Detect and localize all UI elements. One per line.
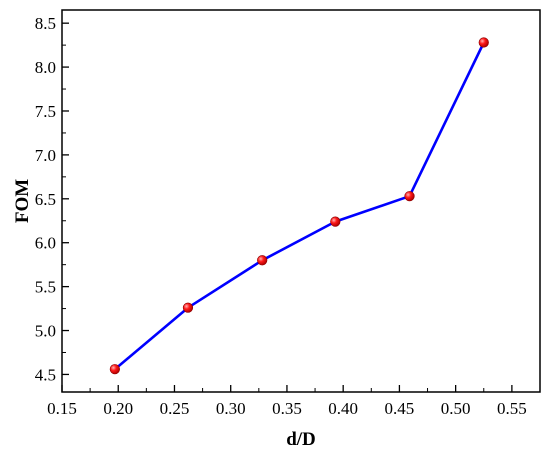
y-tick-label: 7.5: [35, 102, 56, 121]
y-tick-label: 6.5: [35, 190, 56, 209]
y-tick-label: 5.5: [35, 278, 56, 297]
data-point: [257, 255, 268, 266]
axis-ticks: [61, 22, 513, 392]
data-point: [182, 302, 194, 313]
y-axis-title: FOM: [12, 179, 33, 223]
data-point: [330, 216, 341, 227]
x-tick-label: 0.25: [160, 399, 190, 418]
y-tick-label: 8.5: [35, 14, 56, 33]
y-tick-label: 4.5: [35, 365, 56, 384]
x-tick-label: 0.40: [328, 399, 358, 418]
x-tick-label: 0.15: [47, 399, 77, 418]
tick-labels: 0.15 0.20 0.25 0.30 0.35 0.40 0.45 0.50 0.55 4.5 5…: [35, 14, 527, 418]
x-tick-label: 0.55: [497, 399, 527, 418]
y-tick-label: 7.0: [35, 146, 56, 165]
plot-frame: [61, 9, 541, 393]
x-axis-title: d/D: [286, 429, 316, 450]
x-tick-label: 0.50: [441, 399, 471, 418]
series-line: [114, 41, 485, 371]
x-tick-label: 0.20: [103, 399, 133, 418]
data-markers: [109, 37, 489, 375]
y-tick-label: 5.0: [35, 322, 56, 341]
y-tick-label: 8.0: [35, 58, 56, 77]
y-tick-label: 6.0: [35, 234, 56, 253]
data-point: [478, 37, 489, 48]
data-point: [404, 191, 415, 202]
data-point: [109, 364, 120, 375]
x-tick-label: 0.35: [272, 399, 302, 418]
x-tick-label: 0.45: [385, 399, 415, 418]
x-tick-label: 0.30: [216, 399, 246, 418]
